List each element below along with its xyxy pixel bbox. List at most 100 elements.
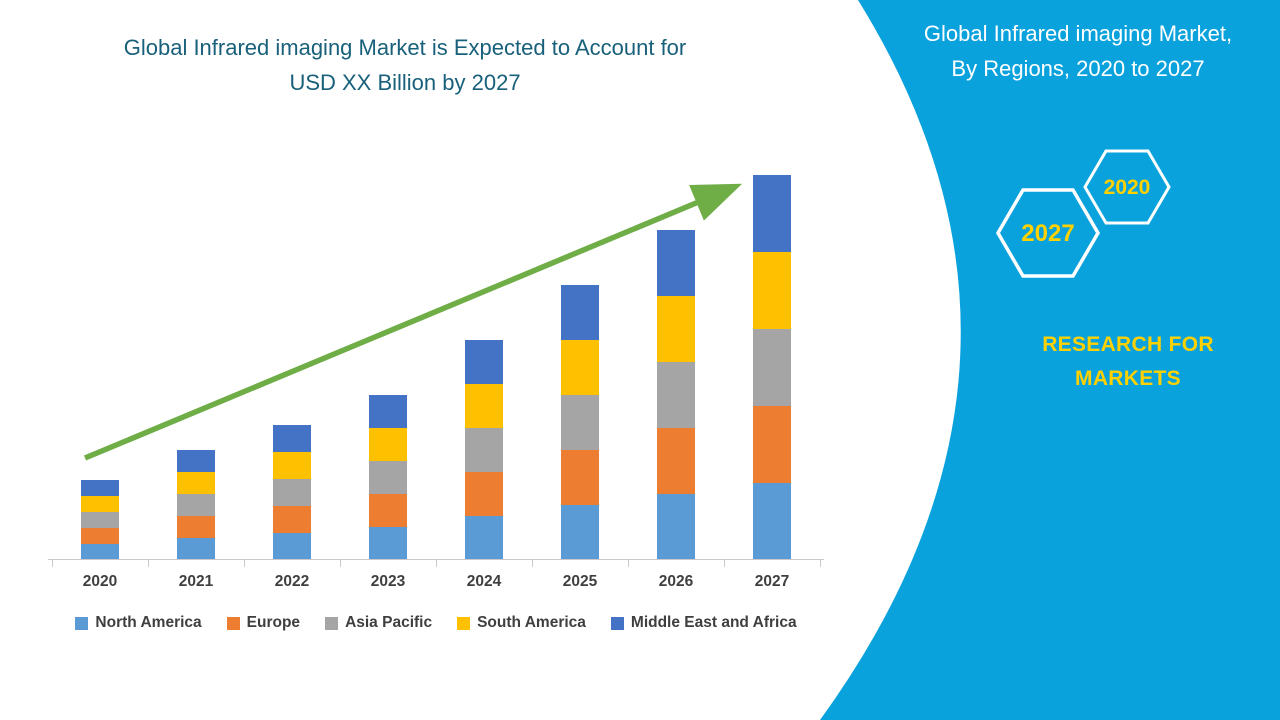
chart-title-line1: Global Infrared imaging Market is Expect…: [123, 35, 687, 60]
bar-segment-asia-pacific: [81, 512, 119, 528]
stacked-bar-2026: [657, 230, 695, 560]
bar-segment-middle-east-and-africa: [177, 450, 215, 472]
axis-tick: [628, 560, 629, 567]
hexagon-2027-icon: [995, 188, 1101, 278]
axis-tick: [52, 560, 53, 567]
bar-segment-middle-east-and-africa: [273, 425, 311, 452]
trend-arrow: [83, 183, 743, 461]
bar-segment-middle-east-and-africa: [465, 340, 503, 384]
bar-slot-2025: [532, 150, 628, 560]
legend: North America Europe Asia Pacific South Ame…: [52, 614, 820, 632]
x-axis-label: 2022: [274, 573, 310, 590]
bar-segment-asia-pacific: [273, 479, 311, 506]
legend-label: Middle East and Africa: [630, 614, 797, 631]
bar-segment-south-america: [369, 428, 407, 461]
bar-segment-europe: [369, 494, 407, 527]
legend-item-europe: Europe: [226, 614, 301, 632]
axis-tick: [244, 560, 245, 567]
bar-segment-asia-pacific: [177, 494, 215, 516]
bar-slot-2020: [52, 150, 148, 560]
bar-segment-asia-pacific: [657, 362, 695, 428]
x-axis-label: 2020: [82, 573, 118, 590]
hexagon-graphic: 2020 2027: [995, 149, 1171, 278]
stacked-bar-2022: [273, 425, 311, 560]
bar-segment-europe: [81, 528, 119, 544]
plot-area: 2020 2021 2022 2023 2024 2025 2026 2027: [48, 150, 824, 590]
bar-segment-europe: [177, 516, 215, 538]
legend-swatch-north-america: [75, 616, 89, 630]
legend-item-south-america: South America: [457, 614, 586, 632]
bar-segment-middle-east-and-africa: [561, 285, 599, 340]
bars-container: [52, 150, 820, 560]
legend-label: Europe: [246, 614, 301, 631]
x-axis-line: [48, 559, 824, 560]
brand-text: RESEARCH FOR MARKETS: [1000, 328, 1256, 395]
bar-segment-south-america: [465, 384, 503, 428]
axis-tick: [820, 560, 821, 567]
chart-title: Global Infrared imaging Market is Expect…: [40, 30, 770, 100]
bar-segment-north-america: [561, 505, 599, 560]
axis-tick: [340, 560, 341, 567]
bar-segment-europe: [561, 450, 599, 505]
bar-segment-europe: [753, 406, 791, 483]
bar-slot-2027: [724, 150, 820, 560]
bar-segment-europe: [465, 472, 503, 516]
legend-swatch-asia-pacific: [325, 616, 339, 630]
legend-item-asia-pacific: Asia Pacific: [325, 614, 432, 632]
bar-segment-north-america: [657, 494, 695, 560]
bar-segment-asia-pacific: [561, 395, 599, 450]
bar-segment-asia-pacific: [369, 461, 407, 494]
stacked-bar-2020: [81, 480, 119, 560]
bar-segment-north-america: [177, 538, 215, 560]
x-axis-labels: 2020 2021 2022 2023 2024 2025 2026 2027: [52, 573, 820, 591]
x-axis-label: 2025: [562, 573, 598, 590]
legend-label: North America: [95, 614, 202, 631]
bar-slot-2021: [148, 150, 244, 560]
bar-segment-middle-east-and-africa: [753, 175, 791, 252]
x-axis-label: 2021: [178, 573, 214, 590]
legend-label: Asia Pacific: [345, 614, 433, 631]
legend-item-north-america: North America: [75, 614, 202, 632]
bar-segment-europe: [273, 506, 311, 533]
hexagon-year-2027: 2027: [1021, 220, 1074, 247]
bar-segment-asia-pacific: [465, 428, 503, 472]
stacked-bar-2024: [465, 340, 503, 560]
axis-tick: [436, 560, 437, 567]
legend-swatch-middle-east-and-africa: [610, 616, 624, 630]
trend-arrow-line: [83, 183, 743, 461]
x-axis-label: 2026: [658, 573, 694, 590]
legend-swatch-europe: [226, 616, 240, 630]
hexagon-2020-icon: [1083, 149, 1171, 225]
bar-segment-middle-east-and-africa: [81, 480, 119, 496]
panel-title-line2: By Regions, 2020 to 2027: [951, 56, 1205, 82]
brand-line2: MARKETS: [1075, 366, 1181, 390]
bar-segment-south-america: [273, 452, 311, 479]
bar-segment-middle-east-and-africa: [657, 230, 695, 296]
hexagon-year-2020: 2020: [1104, 176, 1151, 199]
bar-segment-middle-east-and-africa: [369, 395, 407, 428]
stacked-bar-2023: [369, 395, 407, 560]
bar-segment-south-america: [81, 496, 119, 512]
chart-title-line2: USD XX Billion by 2027: [289, 70, 521, 96]
x-axis-label: 2024: [466, 573, 502, 590]
bar-segment-north-america: [465, 516, 503, 560]
bar-segment-north-america: [81, 544, 119, 560]
stacked-bar-2021: [177, 450, 215, 560]
legend-item-middle-east-and-africa: Middle East and Africa: [610, 614, 797, 632]
bar-segment-south-america: [657, 296, 695, 362]
panel-title-line1: Global Infrared imaging Market,: [923, 21, 1233, 46]
stacked-bar-2027: [753, 175, 791, 560]
axis-tick: [532, 560, 533, 567]
bar-slot-2026: [628, 150, 724, 560]
bar-segment-europe: [657, 428, 695, 494]
x-axis-label: 2027: [754, 573, 790, 590]
bar-segment-north-america: [753, 483, 791, 560]
axis-tick: [724, 560, 725, 567]
legend-label: South America: [477, 614, 586, 631]
bar-segment-north-america: [369, 527, 407, 560]
stacked-bar-2025: [561, 285, 599, 560]
bar-segment-north-america: [273, 533, 311, 560]
brand-line1: RESEARCH FOR: [1042, 333, 1214, 356]
bar-segment-south-america: [177, 472, 215, 494]
